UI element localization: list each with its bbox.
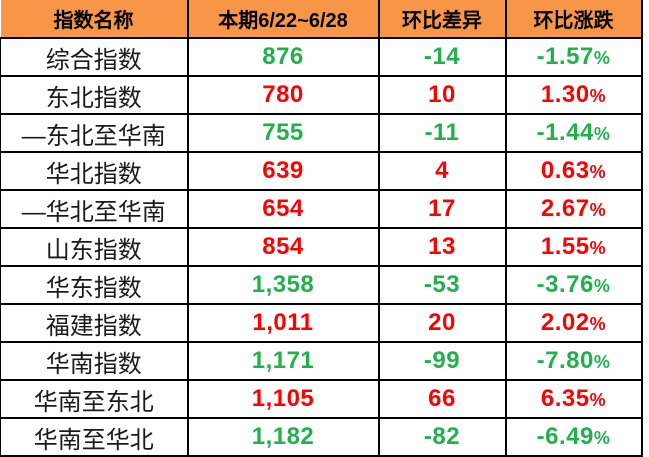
current-value-cell: 1,011 — [186, 303, 380, 343]
index-name-cell: 华北指数 — [0, 151, 189, 191]
current-value-cell: 654 — [186, 189, 380, 229]
index-name-cell: 华南指数 — [0, 341, 189, 381]
index-name-cell: —东北至华南 — [0, 113, 189, 153]
diff-value-cell: -14 — [377, 37, 507, 77]
pct-number: 0.63 — [540, 157, 590, 184]
table-row: 华北指数 639 4 0.63% — [0, 151, 643, 191]
percent-sign: % — [593, 428, 611, 448]
current-value-cell: 854 — [186, 227, 380, 267]
col-header-pct-change: 环比涨跌 — [504, 0, 643, 39]
pct-value-cell: -1.44% — [504, 113, 643, 153]
diff-value-cell: -82 — [377, 417, 507, 457]
pct-value-cell: -7.80% — [504, 341, 643, 381]
percent-sign: % — [589, 200, 607, 220]
table-row: —东北至华南 755 -11 -1.44% — [0, 113, 643, 153]
pct-number: -1.57 — [536, 43, 594, 70]
col-header-index-name: 指数名称 — [0, 0, 189, 39]
table-row: 华南指数 1,171 -99 -7.80% — [0, 341, 643, 381]
table-row: 华南至东北 1,105 66 6.35% — [0, 379, 643, 419]
current-value-cell: 755 — [186, 113, 380, 153]
current-value-cell: 1,182 — [186, 417, 380, 457]
index-name-cell: 福建指数 — [0, 303, 189, 343]
pct-number: -6.49 — [536, 423, 594, 450]
pct-value-cell: -3.76% — [504, 265, 643, 305]
index-name-cell: 华南至华北 — [0, 417, 189, 457]
index-name-cell: 山东指数 — [0, 227, 189, 267]
percent-sign: % — [593, 124, 611, 144]
table-row: 东北指数 780 10 1.30% — [0, 75, 643, 115]
pct-number: 2.67 — [540, 195, 590, 222]
index-name-cell: 综合指数 — [0, 37, 189, 77]
pct-value-cell: 1.30% — [504, 75, 643, 115]
diff-value-cell: -99 — [377, 341, 507, 381]
percent-sign: % — [593, 352, 611, 372]
index-name-cell: 华南至东北 — [0, 379, 189, 419]
percent-sign: % — [593, 276, 611, 296]
pct-number: -3.76 — [536, 271, 594, 298]
current-value-cell: 780 — [186, 75, 380, 115]
percent-sign: % — [589, 238, 607, 258]
diff-value-cell: 20 — [377, 303, 507, 343]
diff-value-cell: -53 — [377, 265, 507, 305]
pct-value-cell: -1.57% — [504, 37, 643, 77]
diff-value-cell: 66 — [377, 379, 507, 419]
table-row: —华北至华南 654 17 2.67% — [0, 189, 643, 229]
current-value-cell: 1,358 — [186, 265, 380, 305]
current-value-cell: 1,171 — [186, 341, 380, 381]
pct-number: 1.30 — [540, 81, 590, 108]
current-value-cell: 1,105 — [186, 379, 380, 419]
current-value-cell: 639 — [186, 151, 380, 191]
index-name-cell: 东北指数 — [0, 75, 189, 115]
pct-value-cell: 2.67% — [504, 189, 643, 229]
pct-number: 2.02 — [540, 309, 590, 336]
pct-value-cell: 6.35% — [504, 379, 643, 419]
table-row: 华东指数 1,358 -53 -3.76% — [0, 265, 643, 305]
table-row: 华南至华北 1,182 -82 -6.49% — [0, 417, 643, 457]
col-header-diff: 环比差异 — [377, 0, 507, 39]
table-row: 山东指数 854 13 1.55% — [0, 227, 643, 267]
pct-number: -1.44 — [536, 119, 594, 146]
diff-value-cell: 13 — [377, 227, 507, 267]
header-row: 指数名称 本期6/22~6/28 环比差异 环比涨跌 — [0, 0, 643, 39]
pct-value-cell: 2.02% — [504, 303, 643, 343]
percent-sign: % — [593, 48, 611, 68]
diff-value-cell: 10 — [377, 75, 507, 115]
diff-value-cell: 17 — [377, 189, 507, 229]
percent-sign: % — [589, 390, 607, 410]
current-value-cell: 876 — [186, 37, 380, 77]
table-row: 福建指数 1,011 20 2.02% — [0, 303, 643, 343]
table-row: 综合指数 876 -14 -1.57% — [0, 37, 643, 77]
col-header-current-period: 本期6/22~6/28 — [186, 0, 380, 39]
pct-value-cell: 0.63% — [504, 151, 643, 191]
index-name-cell: —华北至华南 — [0, 189, 189, 229]
pct-number: -7.80 — [536, 347, 594, 374]
percent-sign: % — [589, 314, 607, 334]
pct-value-cell: -6.49% — [504, 417, 643, 457]
pct-number: 6.35 — [540, 385, 590, 412]
index-name-cell: 华东指数 — [0, 265, 189, 305]
pct-number: 1.55 — [540, 233, 590, 260]
percent-sign: % — [589, 86, 607, 106]
table-body: 综合指数 876 -14 -1.57% 东北指数 780 10 1.30% —东… — [0, 37, 643, 457]
diff-value-cell: -11 — [377, 113, 507, 153]
percent-sign: % — [589, 162, 607, 182]
pct-value-cell: 1.55% — [504, 227, 643, 267]
diff-value-cell: 4 — [377, 151, 507, 191]
